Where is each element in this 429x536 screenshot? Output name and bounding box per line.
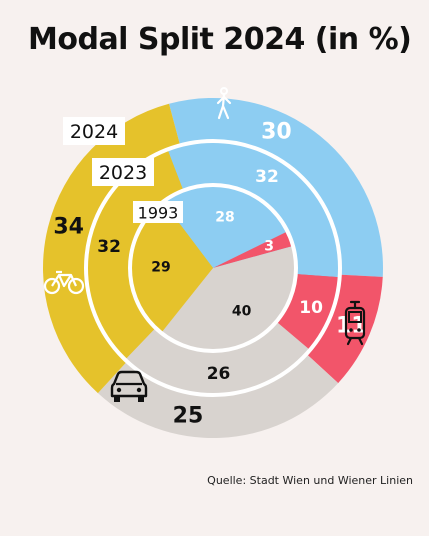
value-label-2024-walking: 30	[261, 120, 292, 145]
ring-separator-1	[84, 139, 342, 397]
year-label-2023: 2023	[99, 162, 147, 184]
source-note: Quelle: Stadt Wien und Wiener Linien	[207, 474, 413, 487]
value-label-2023-car: 26	[207, 364, 231, 384]
pedestrian-icon	[216, 87, 232, 120]
value-label-2023-walking: 32	[255, 167, 279, 187]
wedge-1993-walking	[163, 185, 288, 268]
ring-separator-2	[128, 183, 298, 353]
value-label-2024-transit: 34	[53, 215, 84, 240]
value-label-2023-cycling: 10	[299, 298, 323, 318]
year-label-box-1993	[133, 201, 183, 223]
chart-title: Modal Split 2024 (in %)	[28, 22, 412, 57]
year-label-box-2024	[63, 117, 125, 145]
value-label-2023-transit: 32	[97, 237, 121, 257]
tram-icon	[344, 300, 366, 346]
bicycle-icon	[43, 270, 85, 295]
year-label-2024: 2024	[70, 121, 118, 143]
year-label-1993: 1993	[138, 204, 179, 223]
wedge-1993-cycling	[213, 231, 294, 268]
value-label-1993-car: 40	[232, 303, 252, 319]
value-label-1993-walking: 28	[215, 209, 234, 225]
year-label-box-2023	[92, 158, 154, 186]
value-label-1993-cycling: 3	[264, 239, 274, 255]
wedge-1993-car	[161, 245, 296, 351]
value-label-1993-transit: 29	[151, 259, 170, 275]
car-icon	[110, 370, 148, 402]
value-label-2024-car: 25	[173, 403, 204, 428]
wedge-1993-transit	[129, 201, 213, 333]
